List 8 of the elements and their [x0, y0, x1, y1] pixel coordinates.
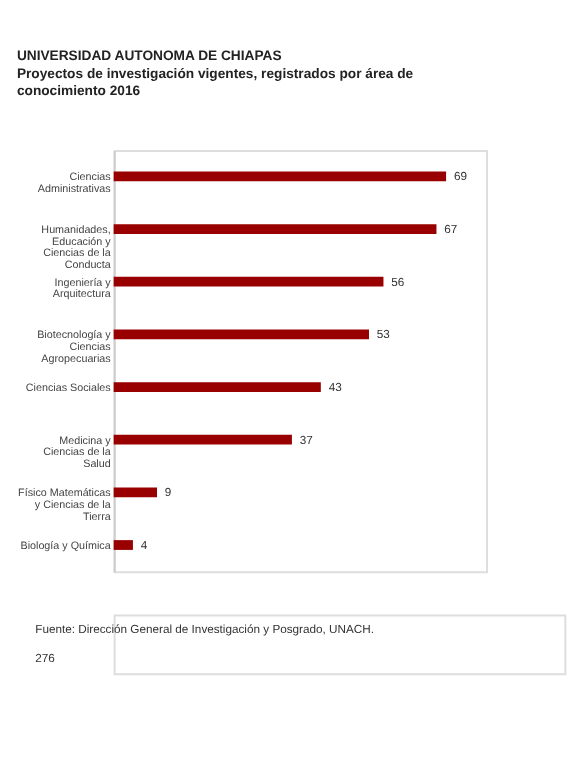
bar [113, 171, 447, 182]
bar [113, 382, 321, 392]
bar [113, 329, 369, 340]
bar [113, 487, 158, 498]
bar [113, 434, 292, 445]
bar [113, 540, 133, 550]
bar [113, 224, 437, 234]
bar [113, 276, 384, 287]
